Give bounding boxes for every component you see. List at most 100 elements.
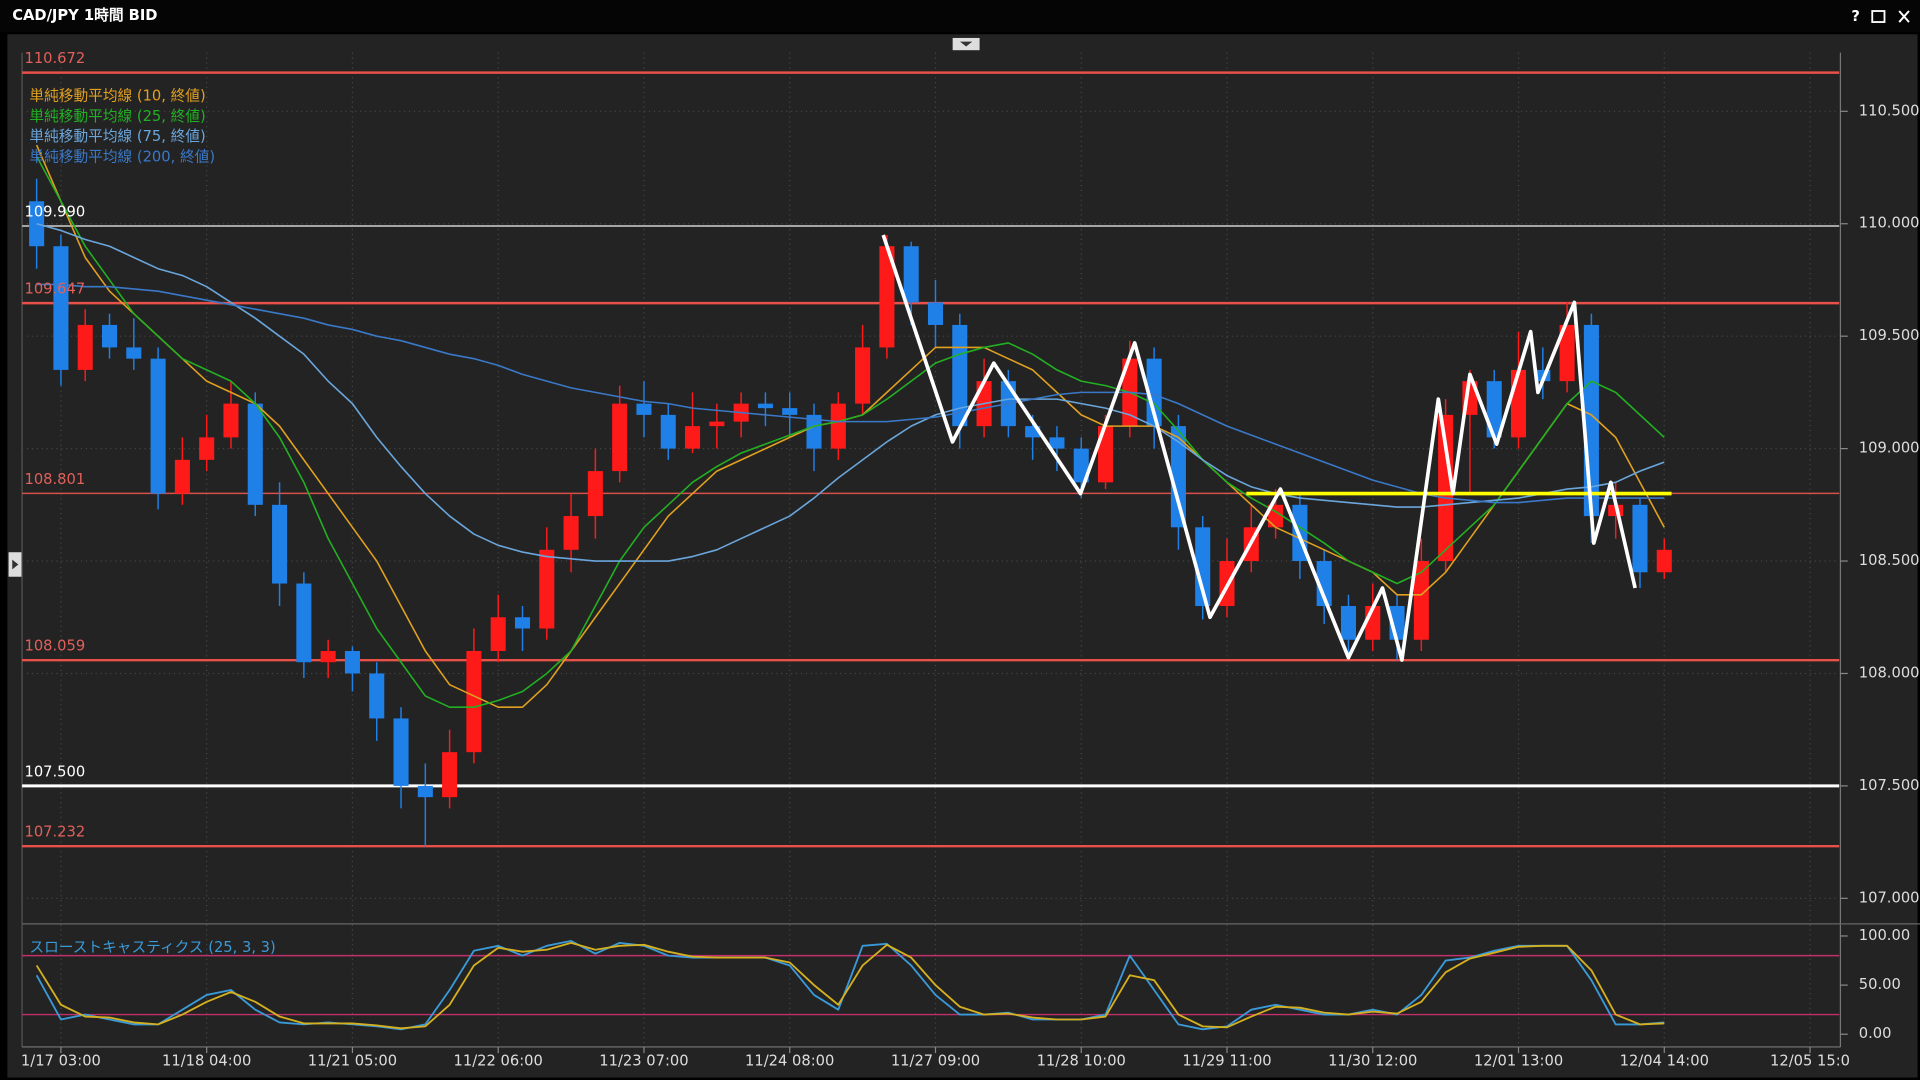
label-layer: 107.000 107.500 108.000 108.500 109.000 109.5… <box>21 50 1920 1069</box>
candle-body <box>344 650 360 674</box>
y-tick-label: 110.000 <box>1859 215 1920 232</box>
legend-entry: 単純移動平均線 (10, 終値) <box>29 88 205 105</box>
candle-body <box>709 421 725 427</box>
x-tick-label: 12/01 13:00 <box>1474 1053 1563 1070</box>
candle-body <box>1413 561 1429 640</box>
x-tick-label: 11/29 11:00 <box>1182 1053 1271 1070</box>
y-tick-label: 109.000 <box>1859 440 1920 457</box>
candle-body <box>442 752 458 798</box>
level-label: 109.990 <box>24 204 85 221</box>
candle-body <box>782 408 798 415</box>
x-tick-label: 11/24 08:00 <box>745 1053 834 1070</box>
candle-body <box>1146 358 1162 427</box>
indicator-title: スローストキャスティクス (25, 3, 3) <box>29 939 275 956</box>
candle-body <box>830 403 846 449</box>
chart-area <box>7 34 1918 1078</box>
x-tick-label: 11/27 09:00 <box>891 1053 980 1070</box>
level-label: 107.500 <box>24 763 85 780</box>
candle-body <box>757 403 773 409</box>
x-tick-label: 1/17 03:00 <box>21 1053 101 1070</box>
level-label: 109.647 <box>24 281 85 298</box>
y-tick-label: 0.00 <box>1859 1025 1892 1042</box>
help-button[interactable]: ? <box>1851 8 1860 25</box>
candle-body <box>612 403 628 472</box>
candle-body <box>952 324 968 427</box>
candle-body <box>539 549 555 629</box>
x-tick-label: 12/04 14:00 <box>1620 1053 1709 1070</box>
candle-body <box>126 347 142 359</box>
candle-body <box>174 459 190 494</box>
window-title: CAD/JPY 1時間 BID <box>12 6 157 24</box>
candle-body <box>927 302 944 325</box>
y-tick-label: 110.500 <box>1859 102 1920 119</box>
moving-average-line <box>35 155 1665 708</box>
candle-body <box>296 583 312 663</box>
level-label: 107.232 <box>24 824 85 841</box>
maximize-button[interactable] <box>1871 10 1886 23</box>
candle-body <box>587 471 603 517</box>
candle-body <box>1438 414 1454 562</box>
candle-body <box>1510 369 1527 438</box>
candle-body <box>150 358 166 494</box>
candle-body <box>320 650 336 663</box>
x-tick-label: 11/18 04:00 <box>162 1053 251 1070</box>
candle-body <box>855 347 871 404</box>
close-button[interactable] <box>1898 10 1910 23</box>
candle-body <box>903 246 919 303</box>
x-tick-label: 11/28 10:00 <box>1037 1053 1126 1070</box>
y-tick-label: 108.500 <box>1859 552 1920 569</box>
candle-body <box>272 504 288 584</box>
title-bar <box>0 0 1920 32</box>
y-tick-label: 109.500 <box>1859 327 1920 344</box>
candle-body <box>1049 437 1065 449</box>
price-panel <box>22 71 1840 848</box>
y-tick-label: 107.000 <box>1859 889 1920 906</box>
candle-body <box>101 324 118 348</box>
candle-body <box>1073 448 1089 483</box>
candle-body <box>1170 426 1186 528</box>
x-tick-label: 11/22 06:00 <box>454 1053 543 1070</box>
candle-body <box>563 516 579 550</box>
candle-body <box>466 650 482 753</box>
candle-body <box>1195 527 1211 607</box>
candle-body <box>417 785 433 798</box>
legend-entry: 単純移動平均線 (200, 終値) <box>29 148 215 165</box>
stochastic-line <box>35 941 1665 1030</box>
moving-average-line <box>36 222 1665 562</box>
level-label: 110.672 <box>24 50 85 67</box>
level-label: 108.801 <box>24 471 85 488</box>
x-tick-label: 12/05 15:0 <box>1770 1053 1850 1070</box>
candle-body <box>199 437 215 460</box>
candle-body <box>29 201 45 247</box>
legend-entry: 単純移動平均線 (75, 終値) <box>29 128 205 145</box>
candle-body <box>1656 549 1672 573</box>
candle-body <box>879 246 895 348</box>
side-toggle-arrow <box>12 559 19 570</box>
candle-body <box>660 414 676 449</box>
x-tick-label: 11/30 12:00 <box>1328 1053 1417 1070</box>
candle-body <box>369 673 385 719</box>
candle-body <box>53 246 69 370</box>
candle-body <box>514 617 531 629</box>
candle-body <box>636 403 652 415</box>
candle-body <box>490 617 506 651</box>
candle-body <box>1025 426 1041 438</box>
candle-body <box>1316 561 1332 607</box>
x-tick-label: 11/21 05:00 <box>308 1053 397 1070</box>
y-tick-label: 50.00 <box>1859 976 1901 993</box>
candle-body <box>77 324 93 370</box>
stochastic-panel <box>22 939 1840 1031</box>
zigzag-line <box>881 234 1637 662</box>
y-tick-label: 107.500 <box>1859 777 1920 794</box>
candle-body <box>1632 504 1648 573</box>
legend-entry: 単純移動平均線 (25, 終値) <box>29 108 205 125</box>
candle-body <box>247 403 263 505</box>
candle-body <box>1340 606 1356 640</box>
candle-body <box>393 718 409 786</box>
candle-body <box>1268 504 1284 528</box>
candle-body <box>223 403 239 438</box>
candle-body <box>1559 324 1575 382</box>
candle-body <box>1098 426 1114 483</box>
